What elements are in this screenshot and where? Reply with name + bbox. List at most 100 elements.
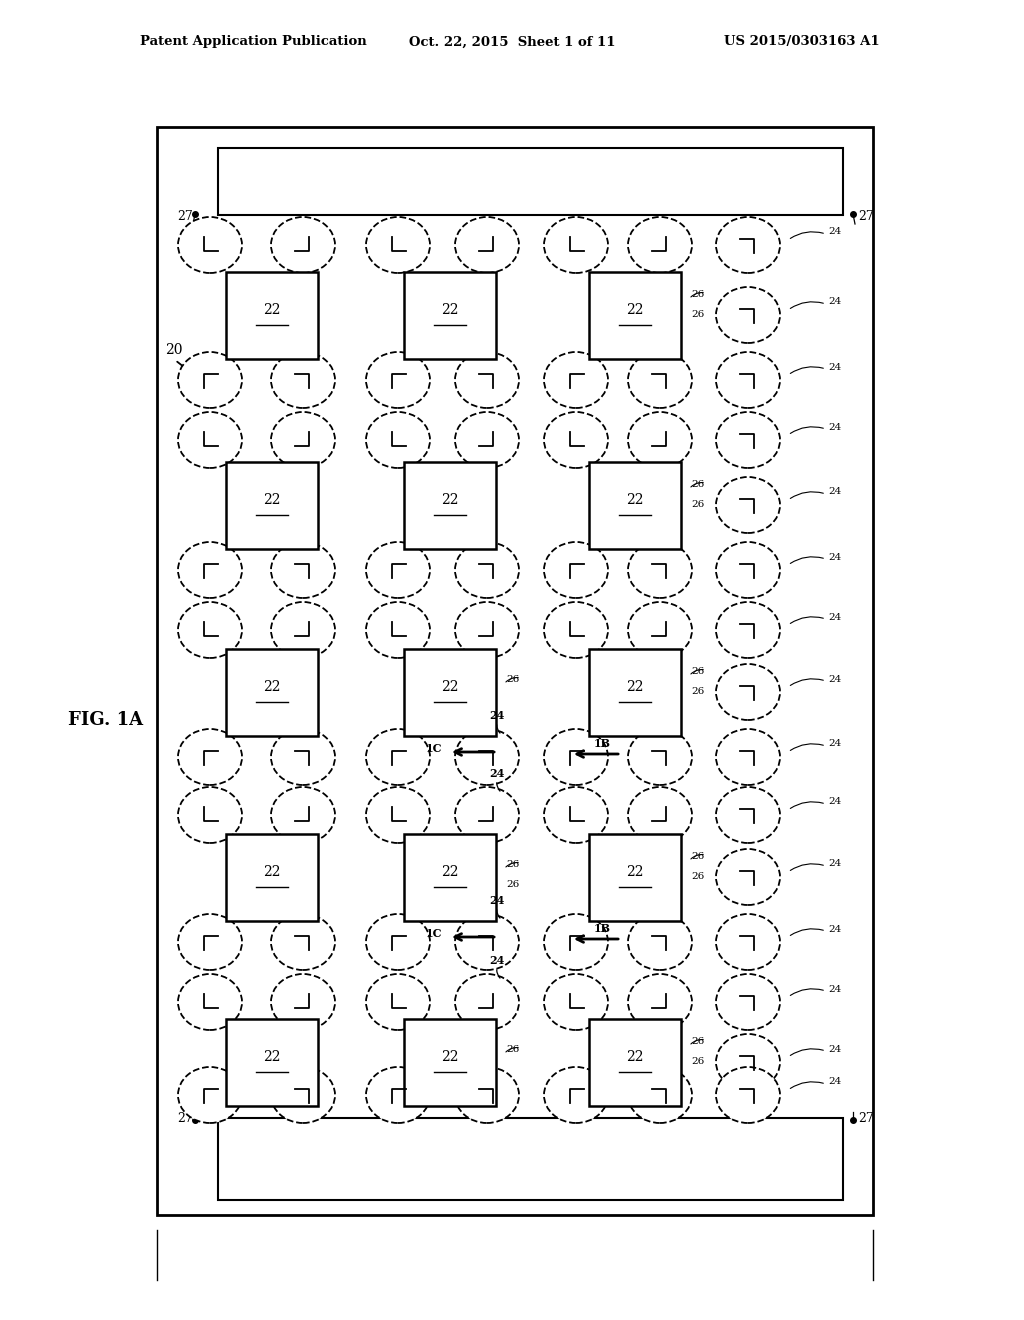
Text: 27: 27: [858, 1111, 873, 1125]
Ellipse shape: [716, 216, 780, 273]
Ellipse shape: [544, 913, 608, 970]
Text: 1B: 1B: [594, 738, 611, 748]
Ellipse shape: [271, 412, 335, 469]
Text: 22: 22: [263, 304, 281, 317]
Ellipse shape: [628, 729, 692, 785]
Text: 24: 24: [828, 859, 842, 869]
Text: 22: 22: [441, 492, 459, 507]
Text: 22: 22: [441, 1049, 459, 1064]
Bar: [226, 833, 318, 920]
Ellipse shape: [716, 1067, 780, 1123]
Ellipse shape: [271, 543, 335, 598]
Ellipse shape: [544, 787, 608, 843]
Ellipse shape: [716, 286, 780, 343]
Ellipse shape: [628, 412, 692, 469]
Text: 27: 27: [177, 1111, 193, 1125]
Ellipse shape: [455, 412, 519, 469]
Ellipse shape: [178, 543, 242, 598]
Ellipse shape: [628, 543, 692, 598]
Ellipse shape: [628, 913, 692, 970]
Text: Oct. 22, 2015  Sheet 1 of 11: Oct. 22, 2015 Sheet 1 of 11: [409, 36, 615, 49]
Ellipse shape: [455, 602, 519, 657]
Bar: [226, 272, 318, 359]
Text: 24: 24: [489, 895, 505, 906]
Ellipse shape: [716, 664, 780, 719]
Text: 24: 24: [828, 924, 842, 933]
Text: 24: 24: [828, 1077, 842, 1086]
Bar: [589, 462, 681, 549]
Text: 26: 26: [691, 667, 705, 676]
Text: 26: 26: [506, 1045, 519, 1053]
Ellipse shape: [455, 974, 519, 1030]
Text: 26: 26: [691, 290, 705, 300]
Text: 27: 27: [177, 210, 193, 223]
Ellipse shape: [178, 787, 242, 843]
Ellipse shape: [716, 352, 780, 408]
Text: 20: 20: [165, 343, 182, 356]
Ellipse shape: [178, 1067, 242, 1123]
Ellipse shape: [716, 1034, 780, 1090]
Ellipse shape: [271, 913, 335, 970]
Text: 26: 26: [691, 1057, 705, 1067]
Text: 22: 22: [263, 1049, 281, 1064]
Ellipse shape: [716, 974, 780, 1030]
Ellipse shape: [716, 729, 780, 785]
Text: 26: 26: [691, 480, 705, 488]
Ellipse shape: [455, 913, 519, 970]
Ellipse shape: [271, 216, 335, 273]
Ellipse shape: [544, 412, 608, 469]
Text: 24: 24: [828, 553, 842, 561]
Ellipse shape: [628, 352, 692, 408]
Ellipse shape: [716, 913, 780, 970]
Ellipse shape: [544, 602, 608, 657]
Text: 24: 24: [489, 954, 505, 966]
Text: 22: 22: [263, 680, 281, 694]
Ellipse shape: [178, 216, 242, 273]
Ellipse shape: [716, 602, 780, 657]
Bar: [226, 1019, 318, 1106]
Text: 26: 26: [506, 880, 519, 888]
Text: 1C: 1C: [426, 743, 442, 754]
Ellipse shape: [178, 412, 242, 469]
Bar: [157, 127, 873, 1214]
Bar: [404, 272, 496, 359]
Ellipse shape: [628, 602, 692, 657]
Text: 22: 22: [627, 1049, 644, 1064]
Text: FIG. 1A: FIG. 1A: [68, 711, 143, 729]
Text: 24: 24: [828, 487, 842, 496]
Text: 24: 24: [828, 297, 842, 306]
Bar: [589, 833, 681, 920]
Ellipse shape: [716, 477, 780, 533]
Ellipse shape: [366, 913, 430, 970]
Ellipse shape: [366, 729, 430, 785]
Ellipse shape: [366, 974, 430, 1030]
Text: 26: 26: [691, 851, 705, 861]
Text: 26: 26: [691, 873, 705, 880]
Bar: [404, 1019, 496, 1106]
Ellipse shape: [271, 787, 335, 843]
Bar: [589, 1019, 681, 1106]
Ellipse shape: [544, 1067, 608, 1123]
Ellipse shape: [716, 412, 780, 469]
Text: 26: 26: [691, 1038, 705, 1045]
Text: 26: 26: [506, 861, 519, 869]
Text: 24: 24: [828, 1044, 842, 1053]
Text: 22: 22: [441, 304, 459, 317]
Text: 27: 27: [858, 210, 873, 223]
Ellipse shape: [544, 729, 608, 785]
Ellipse shape: [178, 913, 242, 970]
Text: 24: 24: [828, 227, 842, 236]
Ellipse shape: [366, 352, 430, 408]
Ellipse shape: [178, 602, 242, 657]
Text: 22: 22: [627, 680, 644, 694]
Text: 22: 22: [263, 492, 281, 507]
Ellipse shape: [455, 352, 519, 408]
Text: US 2015/0303163 A1: US 2015/0303163 A1: [724, 36, 880, 49]
Text: 22: 22: [441, 680, 459, 694]
Text: 24: 24: [828, 612, 842, 622]
Ellipse shape: [544, 216, 608, 273]
Ellipse shape: [178, 352, 242, 408]
Bar: [226, 462, 318, 549]
Text: 26: 26: [691, 500, 705, 510]
Text: 24: 24: [828, 422, 842, 432]
